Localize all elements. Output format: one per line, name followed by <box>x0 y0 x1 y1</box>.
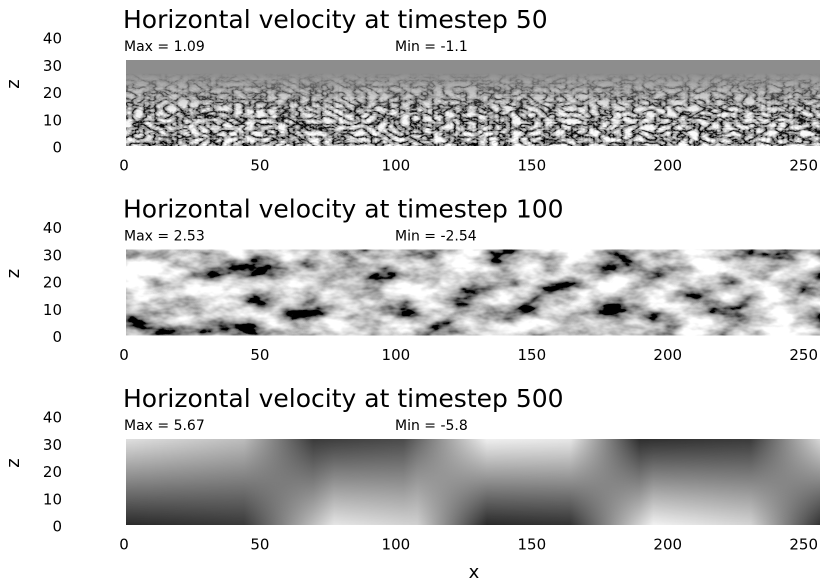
y-axis-label: z <box>3 269 24 278</box>
field-top <box>126 439 820 525</box>
x-tick-label: 0 <box>119 536 129 554</box>
y-tick-label: 10 <box>43 111 62 129</box>
y-tick-label: 0 <box>52 518 62 536</box>
x-tick-label: 50 <box>250 346 269 364</box>
max-label: Max = 2.53 <box>124 229 205 245</box>
y-tick-label: 20 <box>43 463 62 481</box>
x-axis-label: x <box>469 562 480 582</box>
y-axis-label: z <box>3 79 24 88</box>
panel-title: Horizontal velocity at timestep 100 <box>123 195 564 224</box>
x-tick-label: 0 <box>119 346 129 364</box>
y-tick-label: 20 <box>43 274 62 292</box>
x-tick-label: 100 <box>382 346 411 364</box>
panel: Horizontal velocity at timestep 100 Max =… <box>3 195 820 364</box>
field-noise <box>126 249 820 336</box>
x-tick-label: 200 <box>653 536 682 554</box>
y-tick-label: 30 <box>43 57 62 75</box>
y-tick-label: 40 <box>43 219 62 237</box>
heatmap <box>126 60 820 146</box>
panel: Horizontal velocity at timestep 50 Max = … <box>3 5 820 175</box>
x-tick-label: 50 <box>250 536 269 554</box>
max-label: Max = 1.09 <box>124 39 205 55</box>
y-tick-label: 20 <box>43 84 62 102</box>
x-tick-label: 150 <box>517 346 546 364</box>
x-tick-label: 150 <box>517 536 546 554</box>
x-tick-label: 200 <box>653 157 682 175</box>
min-label: Min = -2.54 <box>395 229 477 245</box>
y-tick-label: 10 <box>43 301 62 319</box>
y-tick-label: 0 <box>52 139 62 157</box>
x-tick-label: 250 <box>789 346 818 364</box>
x-tick-label: 0 <box>119 157 129 175</box>
x-tick-label: 150 <box>517 157 546 175</box>
heatmap <box>126 439 820 525</box>
x-tick-label: 100 <box>382 536 411 554</box>
x-tick-label: 250 <box>789 536 818 554</box>
y-tick-label: 10 <box>43 490 62 508</box>
heatmap <box>126 249 820 336</box>
y-axis-label: z <box>3 458 24 467</box>
x-tick-label: 50 <box>250 157 269 175</box>
field-noise <box>126 60 820 146</box>
y-tick-label: 40 <box>43 30 62 48</box>
panel-title: Horizontal velocity at timestep 500 <box>123 384 564 413</box>
x-tick-label: 200 <box>653 346 682 364</box>
max-label: Max = 5.67 <box>124 418 205 434</box>
y-tick-label: 30 <box>43 246 62 264</box>
min-label: Min = -5.8 <box>395 418 468 434</box>
min-label: Min = -1.1 <box>395 39 468 55</box>
y-tick-label: 30 <box>43 436 62 454</box>
x-tick-label: 250 <box>789 157 818 175</box>
y-tick-label: 40 <box>43 409 62 427</box>
panel: Horizontal velocity at timestep 500 Max =… <box>3 384 820 582</box>
panel-title: Horizontal velocity at timestep 50 <box>123 5 548 34</box>
y-tick-label: 0 <box>52 328 62 346</box>
x-tick-label: 100 <box>382 157 411 175</box>
